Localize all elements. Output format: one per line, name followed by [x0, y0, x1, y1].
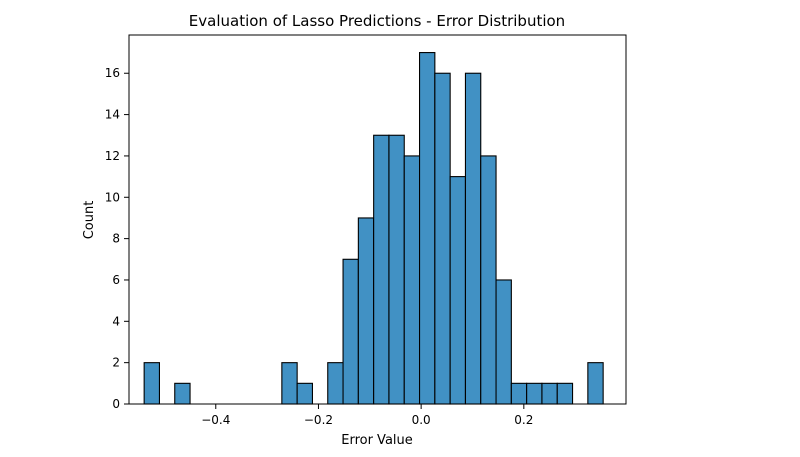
histogram-bar — [296, 382, 313, 405]
histogram-bar — [327, 362, 344, 405]
histogram-bar — [357, 217, 375, 405]
y-tick-label: 16 — [105, 66, 120, 80]
histogram-bar — [510, 382, 528, 405]
histogram-bar — [480, 155, 497, 405]
histogram-bar — [342, 258, 359, 405]
y-tick-label: 2 — [112, 356, 120, 370]
x-tick-label: 0.2 — [514, 413, 533, 427]
x-axis-label: Error Value — [341, 433, 413, 448]
histogram-bar — [403, 155, 421, 405]
x-tick-label: −0.2 — [304, 413, 333, 427]
histogram-bar — [143, 362, 160, 405]
histogram-bar — [373, 134, 390, 405]
histogram-bar — [418, 52, 436, 405]
histogram-bar — [174, 382, 191, 405]
y-tick-label: 0 — [112, 397, 120, 411]
histogram-bar — [495, 279, 512, 405]
bars-group — [143, 52, 604, 405]
y-tick-label: 10 — [105, 190, 120, 204]
histogram-bar — [281, 362, 298, 405]
y-axis-label: Count — [82, 201, 97, 240]
chart-title: Evaluation of Lasso Predictions - Error … — [189, 12, 565, 30]
histogram-bar — [434, 72, 451, 405]
histogram-bar — [587, 362, 604, 405]
histogram-bar — [526, 382, 543, 405]
x-axis: −0.4 −0.2 0.0 0.2 — [201, 404, 533, 427]
plot-frame — [128, 34, 627, 405]
y-tick-label: 12 — [105, 149, 120, 163]
y-tick-label: 6 — [112, 273, 120, 287]
histogram-bar — [556, 382, 574, 405]
x-tick-label: −0.4 — [201, 413, 230, 427]
histogram-bar — [449, 176, 466, 405]
x-tick-label: 0.0 — [412, 413, 431, 427]
y-axis: 0 2 4 6 8 10 12 14 16 — [105, 66, 129, 411]
histogram-bar — [541, 382, 558, 405]
y-tick-label: 8 — [112, 232, 120, 246]
histogram-bar — [464, 72, 482, 405]
y-tick-label: 14 — [105, 108, 120, 122]
histogram-bar — [388, 134, 405, 405]
y-tick-label: 4 — [112, 314, 120, 328]
